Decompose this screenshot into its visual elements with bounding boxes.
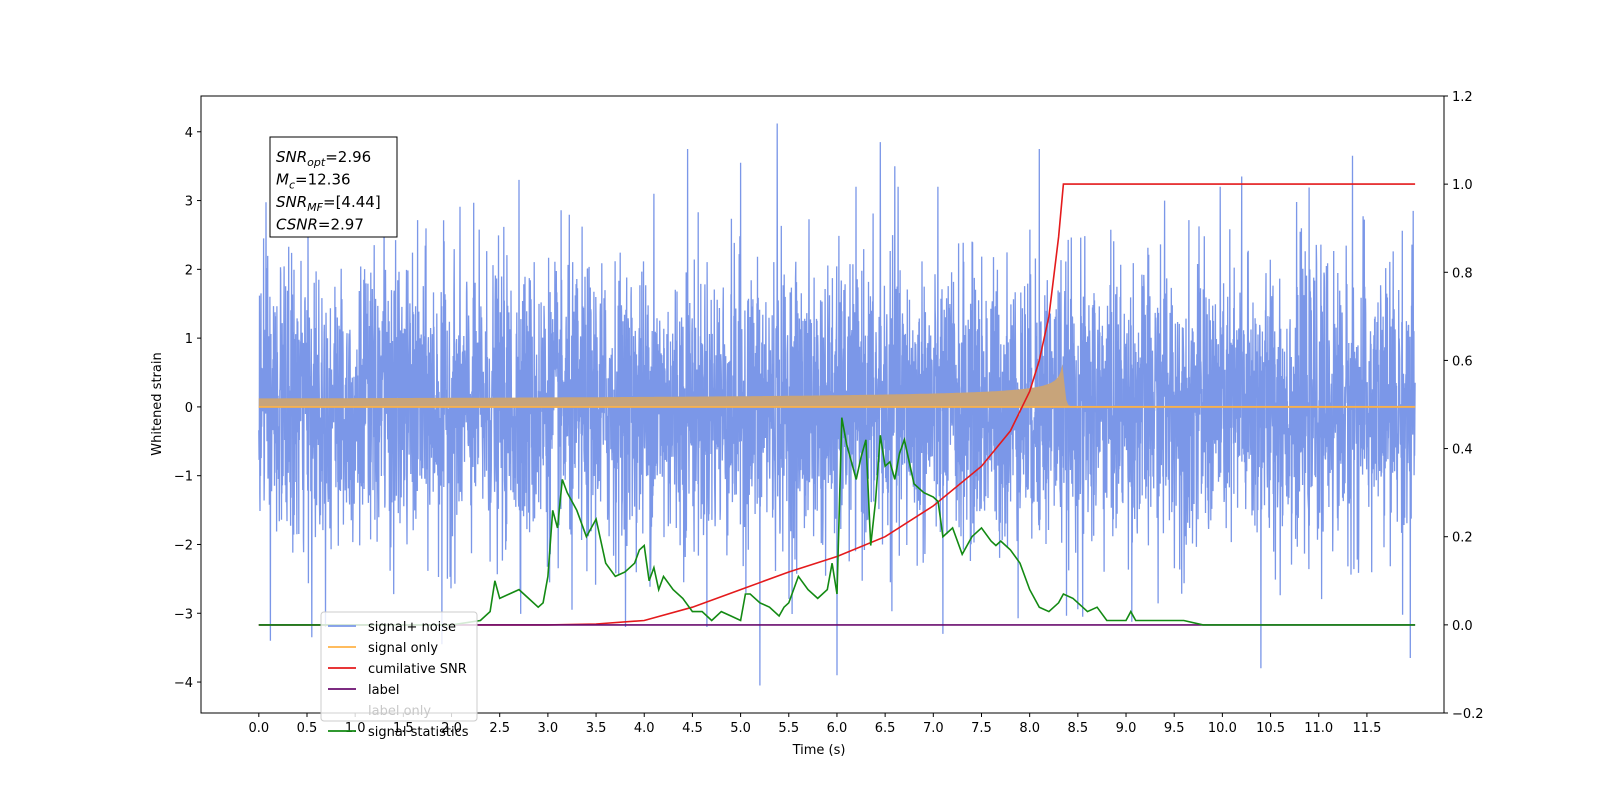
plot-frame bbox=[200, 95, 1445, 714]
y-tick-label: 0 bbox=[185, 401, 193, 416]
x-tick-label: 5.0 bbox=[730, 721, 751, 736]
y2-tick-label: 1.2 bbox=[1452, 90, 1473, 105]
y2-tick-label: 0.2 bbox=[1452, 531, 1473, 546]
y2-tick-label: 0.6 bbox=[1452, 354, 1473, 369]
x-tick-label: 6.5 bbox=[875, 721, 896, 736]
annotation-subscript: opt bbox=[307, 156, 326, 169]
x-axis-label: Time (s) bbox=[792, 743, 846, 758]
x-tick-label: 9.0 bbox=[1116, 721, 1137, 736]
x-tick-label: 11.5 bbox=[1352, 721, 1381, 736]
y-tick-label: 4 bbox=[185, 126, 193, 141]
annotation-value: =12.36 bbox=[295, 171, 351, 189]
legend-item-signal-only: signal only bbox=[368, 641, 438, 656]
x-tick-label: 3.0 bbox=[538, 721, 559, 736]
y-tick-label: −4 bbox=[174, 676, 193, 691]
x-tick-label: 0.0 bbox=[248, 721, 269, 736]
annotation-line: SNRMF=[4.44] bbox=[276, 193, 381, 214]
y2-tick-label: 0.8 bbox=[1452, 266, 1473, 281]
series-line-cumilative-snr bbox=[258, 183, 1416, 626]
x-tick-label: 3.5 bbox=[586, 721, 607, 736]
signal-noise-line bbox=[258, 123, 1416, 686]
x-tick-label: 8.0 bbox=[1019, 721, 1040, 736]
y2-tick-label: 0.4 bbox=[1452, 443, 1473, 458]
y2-tick-label: 0.0 bbox=[1452, 619, 1473, 634]
x-tick-label: 1.0 bbox=[345, 721, 366, 736]
signal-only-envelope bbox=[258, 364, 1416, 408]
x-tick-label: 11.0 bbox=[1304, 721, 1333, 736]
y-tick-label: 1 bbox=[185, 332, 193, 347]
annotation-symbol: SNR bbox=[276, 193, 307, 211]
y-tick-label: −1 bbox=[174, 470, 193, 485]
legend-frame bbox=[320, 611, 478, 722]
annotation-line: SNRopt=2.96 bbox=[276, 148, 371, 169]
x-tick-label: 7.5 bbox=[971, 721, 992, 736]
y-axis-right: −0.2 0.0 0.2 0.4 0.6 0.8 1.0 1.2 bbox=[1444, 90, 1484, 722]
annotation-symbol: M bbox=[276, 171, 289, 189]
legend-item-cumilative-snr: cumilative SNR bbox=[368, 662, 467, 677]
legend-item-signal-statistics: signal statistics bbox=[368, 725, 469, 740]
x-tick-label: 5.5 bbox=[778, 721, 799, 736]
annotation-frame bbox=[269, 136, 398, 238]
legend-item-label-only: label only bbox=[368, 704, 431, 719]
x-tick-label: 0.5 bbox=[297, 721, 318, 736]
annotation-subscript: MF bbox=[307, 201, 323, 214]
x-tick-label: 9.5 bbox=[1164, 721, 1185, 736]
annotation-value: =2.97 bbox=[318, 216, 364, 234]
annotation-symbol: CSNR bbox=[276, 216, 318, 234]
y-axis-left: −4 −3 −2 −1 0 1 2 3 4 bbox=[174, 126, 201, 691]
x-tick-label: 2.0 bbox=[441, 721, 462, 736]
y-axis-label: Whitened strain bbox=[150, 352, 165, 455]
annotation-line: Mc=12.36 bbox=[276, 171, 351, 192]
x-tick-label: 2.5 bbox=[489, 721, 510, 736]
x-tick-label: 10.0 bbox=[1208, 721, 1237, 736]
x-axis: 0.0 0.5 1.0 1.5 2.0 2.5 3.0 3.5 4.0 4.5 5.0 5.5 6.0 6… bbox=[248, 713, 1381, 736]
annotation-value: =[4.44] bbox=[323, 193, 381, 211]
legend: signal+ noise signal only cumilative SNR la… bbox=[320, 611, 478, 740]
x-tick-label: 7.0 bbox=[923, 721, 944, 736]
plot-area bbox=[258, 123, 1416, 686]
x-tick-label: 8.5 bbox=[1068, 721, 1089, 736]
y2-tick-label: 1.0 bbox=[1452, 178, 1473, 193]
y-tick-label: −3 bbox=[174, 607, 193, 622]
x-tick-label: 1.5 bbox=[393, 721, 414, 736]
x-tick-label: 4.0 bbox=[634, 721, 655, 736]
annotation-symbol: SNR bbox=[276, 148, 307, 166]
x-tick-label: 4.5 bbox=[682, 721, 703, 736]
y-tick-label: 2 bbox=[185, 263, 193, 278]
x-tick-label: 6.0 bbox=[827, 721, 848, 736]
y-tick-label: 3 bbox=[185, 195, 193, 210]
y2-tick-label: −0.2 bbox=[1452, 707, 1484, 722]
annotation-subscript: c bbox=[289, 179, 295, 192]
annotation-value: =2.96 bbox=[325, 148, 371, 166]
legend-item-signal-noise: signal+ noise bbox=[368, 620, 456, 635]
legend-item-label: label bbox=[368, 683, 399, 698]
y-tick-label: −2 bbox=[174, 538, 193, 553]
x-tick-label: 10.5 bbox=[1256, 721, 1285, 736]
annotation-line: CSNR=2.97 bbox=[276, 216, 364, 234]
series-line-signal-statistics bbox=[258, 417, 1416, 626]
